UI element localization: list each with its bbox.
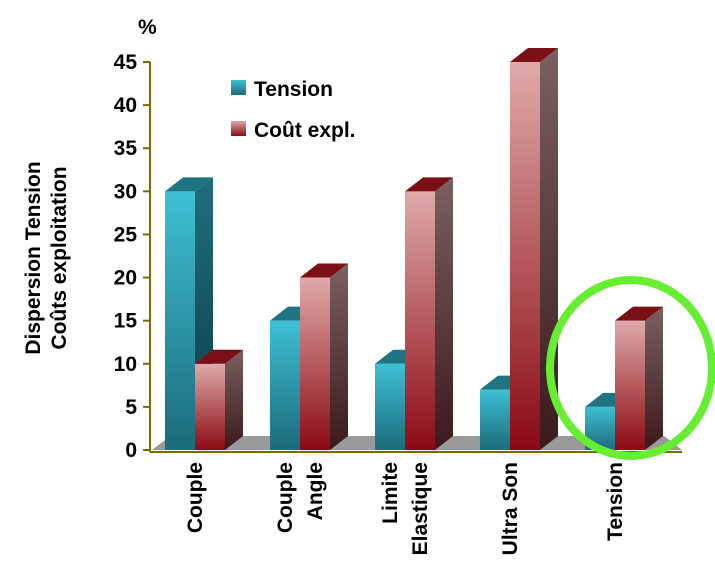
y-tick-label: 30 <box>114 180 137 203</box>
y-axis-title-line-1: Dispersion Tension <box>22 161 45 354</box>
bar-cout-expl-0 <box>195 349 243 450</box>
bar-front <box>375 363 405 450</box>
bar-front <box>510 62 540 450</box>
bar-top <box>165 177 213 192</box>
bar-front <box>165 191 195 451</box>
highlight-circle <box>546 276 715 460</box>
bar-front <box>480 389 510 450</box>
y-tick-label: 20 <box>114 267 137 290</box>
bar-top <box>405 177 453 192</box>
bar-front <box>270 320 300 450</box>
y-tick-label: 40 <box>114 94 137 117</box>
bar-top <box>195 349 243 364</box>
bar-top <box>510 48 558 62</box>
legend-label-tension: Tension <box>254 78 333 101</box>
y-tick-label: 5 <box>125 396 137 419</box>
bar-top <box>615 306 663 321</box>
bar-side <box>225 349 243 450</box>
bar-cout-expl-2 <box>405 177 453 451</box>
x-tick-label: Limite <box>379 462 402 524</box>
bar-front <box>405 191 435 451</box>
bar-side <box>435 177 453 451</box>
legend-label-cout: Coût expl. <box>254 119 356 142</box>
x-tick-label: Couple <box>274 462 297 533</box>
bar-side <box>645 306 663 450</box>
x-tick-label: Ultra Son <box>499 462 522 555</box>
bar-side <box>330 263 348 450</box>
y-tick-label: 25 <box>114 223 138 246</box>
y-axis-title-line-2: Coûts exploitation <box>48 166 71 349</box>
legend-swatch-tension <box>231 80 246 95</box>
x-tick-label: Tension <box>604 462 627 541</box>
y-tick-label: 45 <box>114 51 138 74</box>
bar-front <box>615 320 645 450</box>
bar-front <box>300 277 330 450</box>
bar-top <box>300 263 348 278</box>
legend-swatch-cout <box>231 121 246 136</box>
y-tick-label: 15 <box>114 310 138 333</box>
y-tick-label: 0 <box>125 439 137 462</box>
x-tick-label: Couple <box>184 462 207 533</box>
bar-cout-expl-1 <box>300 263 348 450</box>
unit-label: % <box>138 16 157 39</box>
x-tick-label: Angle <box>304 462 327 520</box>
y-tick-label: 35 <box>114 137 138 160</box>
bar-cout-expl-4 <box>615 306 663 450</box>
y-tick-label: 10 <box>114 353 137 376</box>
bar-front <box>195 363 225 450</box>
x-tick-label: Elastique <box>409 462 432 555</box>
legend: Tension Coût expl. <box>231 78 356 142</box>
